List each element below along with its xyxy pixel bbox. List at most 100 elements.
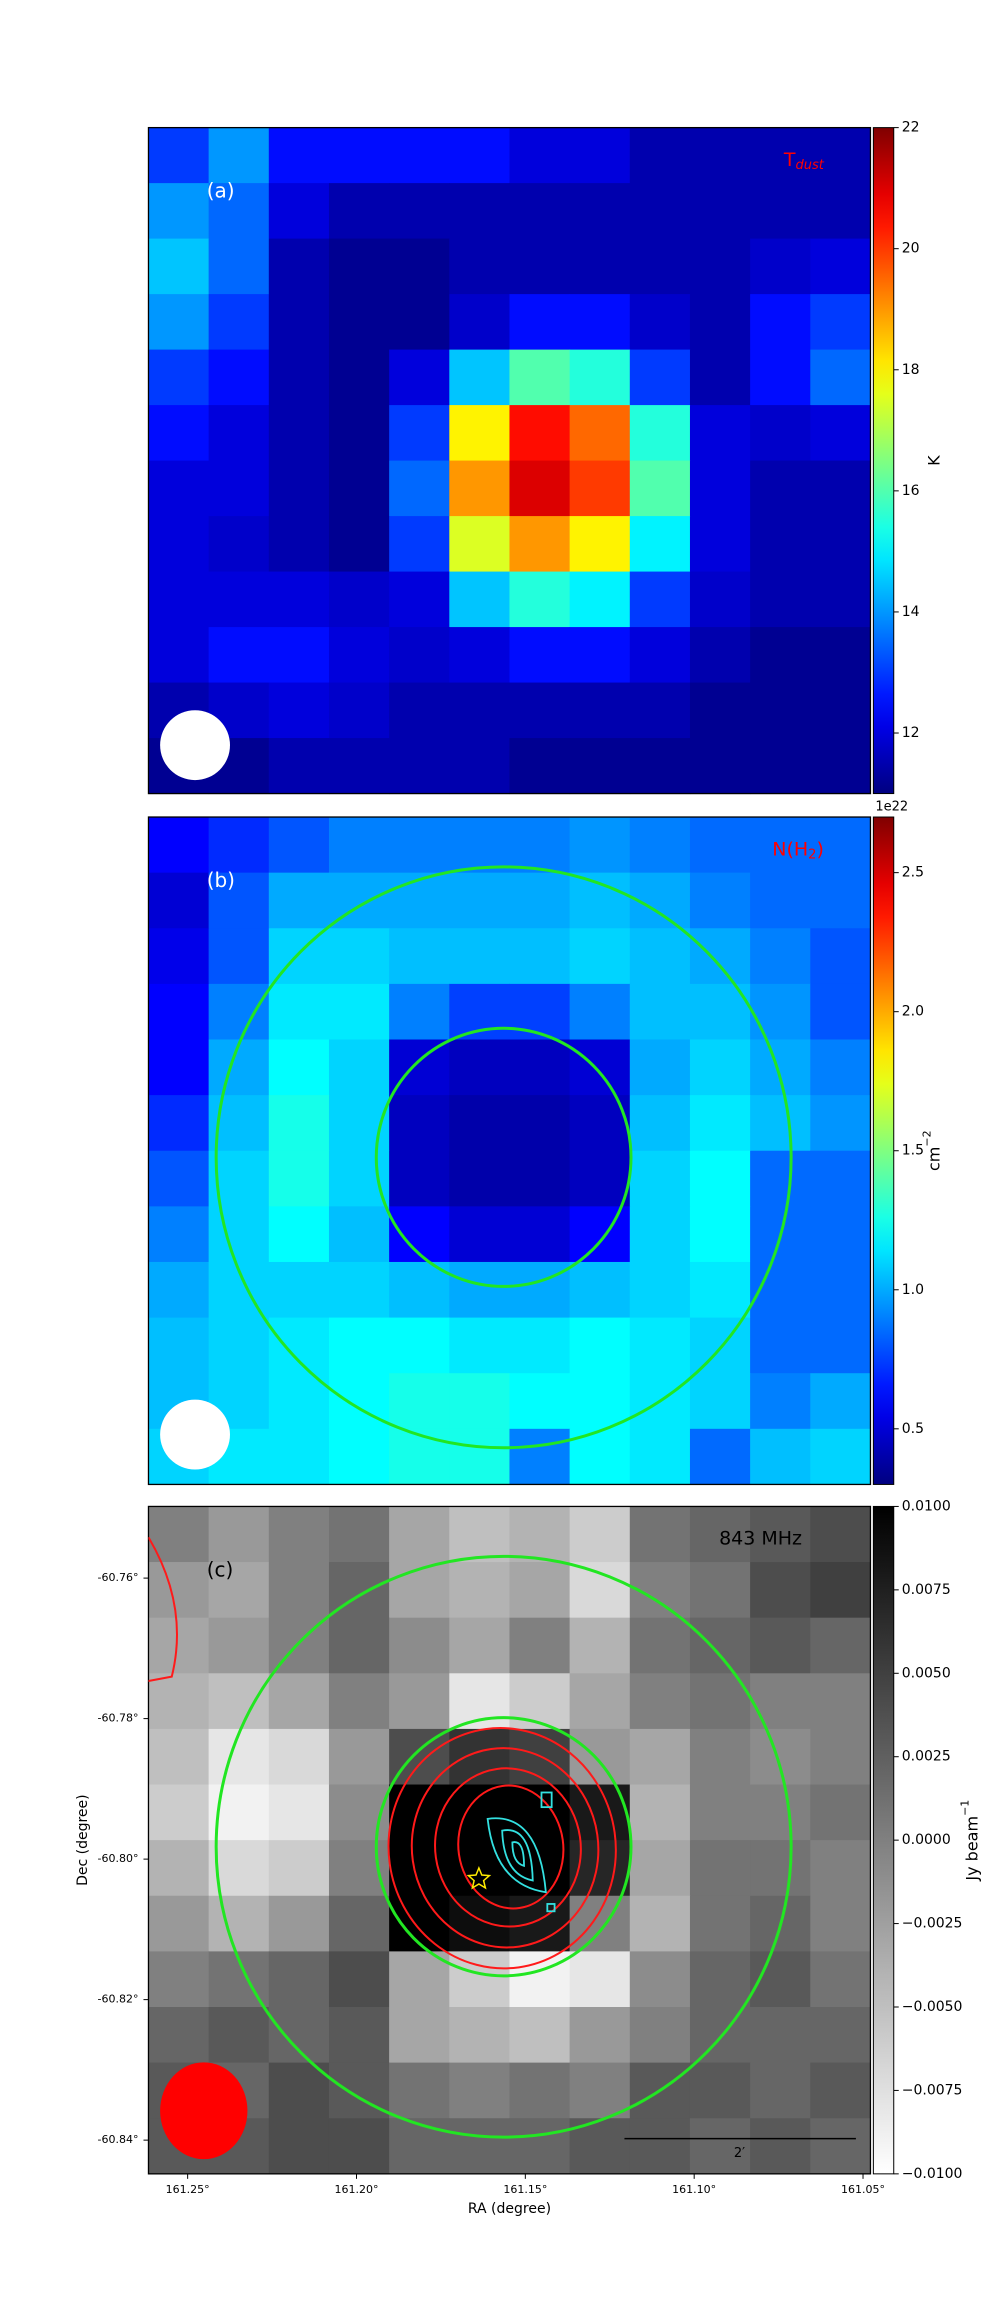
map-pixel [750,405,811,462]
map-pixel [449,627,510,684]
map-pixel [569,2062,631,2119]
colorbar-offset: 1e22 [875,800,908,815]
panel-label: (c) [207,1557,234,1581]
map-pixel [148,1039,210,1096]
map-pixel [509,2118,571,2175]
map-pixel [810,682,871,739]
map-pixel [148,1206,210,1263]
panel-label: (a) [207,179,235,203]
map-pixel [268,1428,330,1485]
colorbar-tick-label: 18 [902,362,920,378]
map-pixel [208,983,270,1040]
map-pixel [629,1728,691,1786]
colorbar-tick-label: −0.0100 [902,2166,963,2182]
outer-circle [214,865,793,1450]
map-pixel [569,349,631,406]
map-pixel [810,238,871,295]
map-pixel [268,1261,330,1319]
map-pixel [208,1317,270,1374]
map-pixel [689,571,751,628]
map-pixel [509,1261,571,1319]
map-pixel [569,183,631,240]
map-pixel [689,238,751,295]
cyan-contour [511,1841,525,1867]
map-pixel [629,1095,691,1152]
map-pixel [268,1728,330,1786]
map-pixel [148,1317,210,1374]
map-pixel [750,2006,811,2064]
map-pixel [148,1951,210,2008]
map-pixel [509,983,571,1040]
map-label-end: ) [816,838,823,860]
map-label-sub: dust [795,157,824,172]
map-pixel [750,1039,811,1096]
colorbar-tick-label: 0.0050 [902,1665,951,1681]
map-pixel [208,1895,270,1952]
map-pixel [810,817,871,874]
map-pixel [629,1317,691,1374]
map-pixel [569,1261,631,1319]
colorbar-tick-label: 22 [902,120,920,136]
map-pixel [569,627,631,684]
map-pixel [208,1206,270,1263]
map-pixel [569,1095,631,1152]
map-pixel [328,1039,390,1096]
map-label-text: T [783,148,796,170]
map-pixel [689,872,751,929]
map-pixel [268,1840,330,1897]
map-pixel [750,928,811,985]
y-tick-label: -60.80° [98,1852,139,1865]
map-pixel [268,127,330,184]
map-pixel [629,1150,691,1207]
map-pixel [449,405,510,462]
map-pixel [449,682,510,739]
map-pixel [689,1617,751,1674]
map-pixel [810,1895,871,1952]
map-pixel [148,1784,210,1841]
map-pixel [389,1673,450,1730]
map-pixel [208,2006,270,2064]
map-pixel [509,928,571,985]
map-pixel [509,294,571,351]
map-pixel [569,1206,631,1263]
colorbar-tick-label: −0.0025 [902,1916,963,1932]
map-pixel [750,571,811,628]
map-pixel [629,1261,691,1319]
map-pixel [750,127,811,184]
map-pixel [810,349,871,406]
map-pixel [750,1150,811,1207]
y-tick-label: -60.84° [98,2133,139,2146]
map-pixel [268,1373,330,1430]
map-pixel [449,817,510,874]
map-pixel [629,928,691,985]
map-pixel [148,2006,210,2064]
map-pixel [268,983,330,1040]
map-pixel [509,872,571,929]
map-pixel [148,627,210,684]
map-pixel [569,1562,631,1619]
map-pixel [509,571,571,628]
colorbar-tick-label: 14 [902,604,920,620]
map-pixel [208,294,270,351]
map-pixel [268,817,330,874]
red-contour [410,1747,600,1949]
map-pixel [750,872,811,929]
map-pixel [268,2062,330,2119]
map-pixel [328,460,390,517]
colorbar-label: K [924,455,943,466]
map-pixel [569,983,631,1040]
map-pixel [328,1261,390,1319]
map-pixel [689,2006,751,2064]
map-pixel [208,1728,270,1786]
map-pixel [689,1373,751,1430]
map-pixel [389,1428,450,1485]
map-pixel [449,2006,510,2064]
map-pixel [750,1095,811,1152]
colorbar-label-text: cm [924,1147,943,1171]
map-pixel [328,349,390,406]
map-pixel [268,1039,330,1096]
map-label: 843 MHz [719,1527,802,1549]
map-pixel [268,2006,330,2064]
map-pixel [810,1617,871,1674]
map-pixel [389,1317,450,1374]
